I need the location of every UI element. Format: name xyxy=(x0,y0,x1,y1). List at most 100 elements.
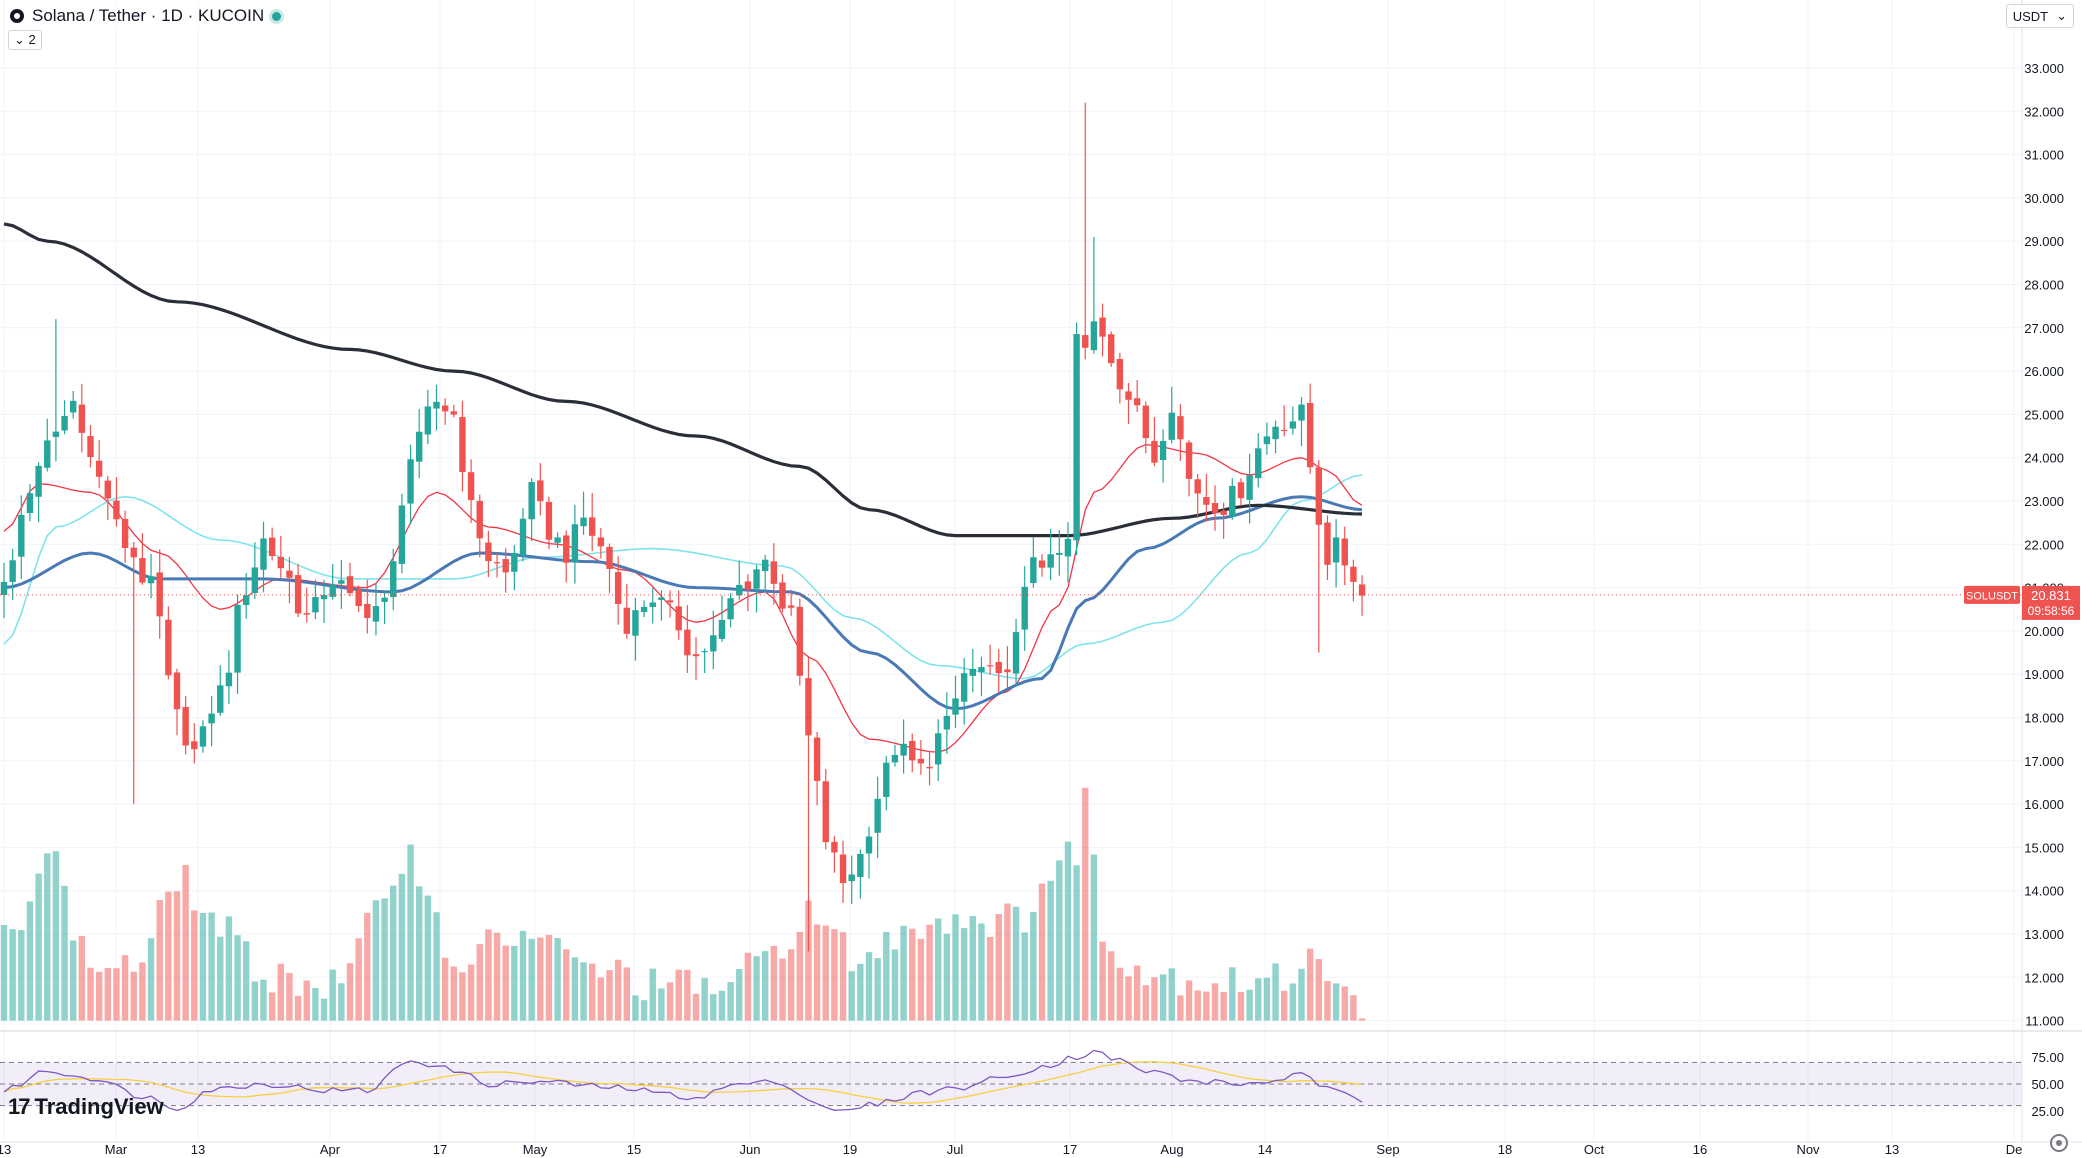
candle-body xyxy=(364,603,371,618)
candle-body xyxy=(727,598,734,620)
candle-body xyxy=(303,613,310,615)
volume-bars xyxy=(0,787,1366,1021)
candle-body xyxy=(121,518,129,549)
candle-body xyxy=(398,505,406,564)
symbol-tag-text: SOLUSDT xyxy=(1966,590,2018,602)
time-tick-label: 13 xyxy=(1885,1142,1899,1157)
volume-bar xyxy=(545,934,553,1021)
candle-body xyxy=(1004,669,1011,673)
volume-bar xyxy=(1004,903,1011,1021)
volume-bar xyxy=(857,963,864,1021)
candle-body xyxy=(857,853,864,877)
candle-body xyxy=(1159,440,1167,460)
time-tick-label: 15 xyxy=(627,1142,641,1157)
candle-body xyxy=(104,480,111,499)
volume-bar xyxy=(61,885,68,1021)
candle-body xyxy=(1064,538,1072,557)
volume-bar xyxy=(779,958,786,1021)
candle-body xyxy=(390,561,397,598)
price-tick-label: 17.000 xyxy=(2024,754,2064,769)
time-tick-label: Sep xyxy=(1376,1142,1399,1157)
volume-bar xyxy=(1315,959,1322,1021)
candle-body xyxy=(1099,317,1106,337)
candle-body xyxy=(1073,334,1080,541)
candle-body xyxy=(995,662,1002,674)
solana-logo-icon xyxy=(10,9,24,23)
volume-bar xyxy=(571,957,579,1021)
candle-body xyxy=(1194,479,1201,494)
candle-body xyxy=(511,552,518,572)
volume-bar xyxy=(1151,977,1158,1021)
candle-body xyxy=(1306,402,1314,468)
price-tick-label: 11.000 xyxy=(2025,1014,2064,1029)
volume-bar xyxy=(0,925,8,1021)
price-tick-label: 24.000 xyxy=(2024,451,2064,466)
candle-body xyxy=(1263,436,1271,445)
volume-bar xyxy=(1168,968,1175,1021)
volume-bar xyxy=(277,963,284,1021)
currency-selector[interactable]: USDT ⌄ xyxy=(2005,4,2074,28)
volume-bar xyxy=(191,910,198,1021)
candle-body xyxy=(710,635,717,652)
volume-bar xyxy=(268,992,276,1021)
candle-body xyxy=(701,651,708,653)
volume-bar xyxy=(787,949,795,1021)
time-tick-label: 14 xyxy=(1258,1142,1272,1157)
candle-body xyxy=(1281,429,1288,432)
volume-bar xyxy=(1047,880,1054,1021)
volume-bar xyxy=(883,931,890,1021)
candle-body xyxy=(35,465,42,497)
candle-body xyxy=(407,459,414,504)
price-tick-label: 15.000 xyxy=(2024,840,2064,855)
volume-bar xyxy=(1220,991,1227,1021)
time-tick-label: 13 xyxy=(191,1142,205,1157)
candle-body xyxy=(1151,440,1158,463)
candle-body xyxy=(87,436,94,457)
volume-bar xyxy=(1142,985,1149,1021)
candle-body xyxy=(346,576,354,594)
candle-body xyxy=(1021,586,1028,630)
indicators-toggle[interactable]: ⌄ 2 xyxy=(8,30,42,50)
symbol-header[interactable]: Solana / Tether · 1D · KUCOIN xyxy=(6,4,286,28)
volume-bar xyxy=(113,968,120,1021)
volume-bar xyxy=(18,930,25,1021)
indicator-count: 2 xyxy=(28,32,36,47)
tradingview-logo[interactable]: 17 TradingView xyxy=(8,1094,164,1120)
time-tick-label: Jun xyxy=(740,1142,761,1157)
time-tick-label: 16 xyxy=(1693,1142,1707,1157)
volume-bar xyxy=(225,916,233,1021)
candle-body xyxy=(736,584,743,596)
candle-body xyxy=(986,665,994,667)
volume-bar xyxy=(701,978,708,1021)
volume-bar xyxy=(35,873,42,1021)
candle-body xyxy=(268,537,276,557)
volume-bar xyxy=(1125,976,1132,1021)
volume-bar xyxy=(597,977,605,1021)
price-tick-label: 28.000 xyxy=(2024,278,2064,293)
volume-bar xyxy=(476,944,483,1021)
candle-body xyxy=(891,754,899,763)
time-tick-label: De xyxy=(2006,1142,2023,1157)
candle-body xyxy=(1177,416,1184,440)
volume-bar xyxy=(770,945,778,1021)
candle-body xyxy=(182,706,189,746)
candle-body xyxy=(26,493,34,513)
time-axis[interactable]: 13 Mar 13 Apr 17 May 15 Jun 19 Jul 17 Aug 14 Sep 18 Oct… xyxy=(0,1141,2082,1157)
candle-body xyxy=(1116,359,1124,390)
volume-bar xyxy=(1185,980,1193,1021)
candle-body xyxy=(286,570,293,578)
candle-body xyxy=(623,607,630,634)
volume-bar xyxy=(243,941,250,1021)
volume-bar xyxy=(926,924,933,1021)
candle-body xyxy=(1211,503,1219,514)
price-tick-label: 18.000 xyxy=(2024,711,2064,726)
candle-body xyxy=(61,416,68,431)
volume-bar xyxy=(416,886,423,1021)
candle-body xyxy=(208,713,215,724)
volume-bar xyxy=(182,864,189,1021)
volume-bar xyxy=(692,993,700,1021)
candle-body xyxy=(606,546,613,569)
gear-icon[interactable] xyxy=(2050,1134,2068,1152)
price-axis[interactable]: 33.000 32.000 31.000 30.000 29.000 28.000 27.0… xyxy=(2021,0,2064,1142)
